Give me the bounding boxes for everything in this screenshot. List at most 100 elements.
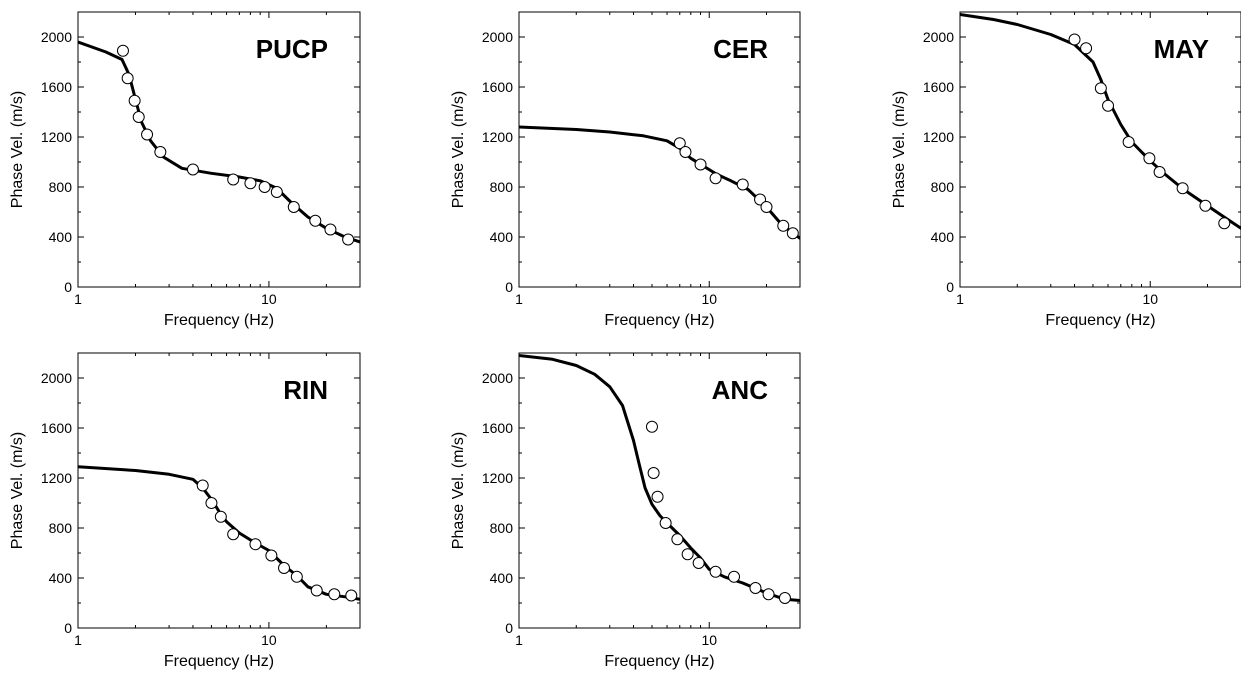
observed-point xyxy=(694,158,707,171)
observed-point xyxy=(214,510,227,523)
y-tick-label: 400 xyxy=(490,570,514,586)
x-axis-title: Frequency (Hz) xyxy=(164,653,274,670)
observed-point xyxy=(1094,82,1107,95)
x-tick-label: 1 xyxy=(74,291,82,307)
x-axis-title: Frequency (Hz) xyxy=(1045,312,1155,329)
observed-point xyxy=(728,570,741,583)
plot-frame xyxy=(518,11,801,288)
chart-panel-rin: 0 400 800 1200 1600 2000 1 10 Frequency (Hz) Phas… xyxy=(9,352,361,670)
panel-title: RIN xyxy=(283,375,328,405)
observed-point xyxy=(777,219,790,232)
x-tick-label: 10 xyxy=(261,632,277,648)
panel-title: PUCP xyxy=(256,34,328,64)
observed-point xyxy=(1176,182,1189,195)
observed-point xyxy=(258,181,271,193)
y-tick-label: 1200 xyxy=(923,129,954,145)
panel-title: MAY xyxy=(1154,34,1209,64)
observed-point xyxy=(1068,33,1081,46)
observed-point xyxy=(1122,136,1135,148)
observed-point xyxy=(342,233,355,246)
y-tick-label: 2000 xyxy=(41,370,72,386)
x-axis-title: Frequency (Hz) xyxy=(604,653,714,670)
observed-point xyxy=(310,584,323,597)
y-tick-label: 0 xyxy=(64,620,72,636)
observed-point xyxy=(249,538,262,551)
observed-point xyxy=(227,173,240,186)
observed-point xyxy=(647,467,660,479)
chart-panel-pucp: 0 400 800 1200 1600 2000 1 10 Frequency (Hz) Phas… xyxy=(9,11,361,329)
y-tick-label: 1600 xyxy=(41,420,72,436)
x-tick-label: 10 xyxy=(1142,291,1158,307)
observed-point xyxy=(681,548,694,561)
observed-point xyxy=(786,227,799,240)
observed-point xyxy=(128,94,141,107)
y-tick-label: 1200 xyxy=(482,470,513,486)
y-tick-label: 1200 xyxy=(482,129,513,145)
observed-point xyxy=(692,557,705,569)
observed-point xyxy=(659,517,672,529)
y-tick-label: 2000 xyxy=(923,29,954,45)
observed-point xyxy=(749,582,762,594)
observed-point xyxy=(673,137,686,150)
x-axis-title: Frequency (Hz) xyxy=(164,312,274,329)
x-tick-label: 10 xyxy=(701,632,717,648)
observed-point xyxy=(278,562,291,574)
observed-point xyxy=(290,570,303,583)
x-tick-label: 1 xyxy=(74,632,82,648)
observed-point xyxy=(645,420,658,433)
y-axis-title: Phase Vel. (m/s) xyxy=(9,432,26,549)
y-tick-label: 400 xyxy=(490,229,514,245)
observed-point xyxy=(244,177,257,190)
x-tick-label: 1 xyxy=(515,291,523,307)
y-tick-label: 2000 xyxy=(482,370,513,386)
x-tick-label: 1 xyxy=(515,632,523,648)
observed-point xyxy=(121,72,134,85)
x-tick-label: 10 xyxy=(701,291,717,307)
observed-point xyxy=(324,223,337,236)
y-tick-label: 0 xyxy=(505,620,513,636)
y-tick-label: 1200 xyxy=(41,129,72,145)
observed-point xyxy=(196,479,209,492)
y-tick-label: 800 xyxy=(49,520,73,536)
observed-point xyxy=(778,592,791,604)
observed-point xyxy=(709,565,722,578)
model-curve xyxy=(519,125,800,240)
observed-point xyxy=(754,193,767,206)
observed-point xyxy=(1153,166,1166,178)
y-tick-label: 0 xyxy=(64,279,72,295)
chart-panel-anc: 0 400 800 1200 1600 2000 1 10 Frequency (Hz) Phas… xyxy=(450,352,801,670)
observed-point xyxy=(1080,42,1093,55)
chart-panel-cer: 0 400 800 1200 1600 2000 1 10 Frequency (Hz) Phas… xyxy=(450,11,801,329)
observed-point xyxy=(679,146,692,158)
y-tick-label: 1600 xyxy=(482,420,513,436)
observed-point xyxy=(116,44,129,57)
panel-title: ANC xyxy=(712,375,769,405)
y-axis-title: Phase Vel. (m/s) xyxy=(891,91,908,208)
y-tick-label: 800 xyxy=(931,179,955,195)
y-tick-label: 0 xyxy=(946,279,954,295)
observed-point xyxy=(186,163,199,176)
observed-point xyxy=(132,111,145,123)
model-curve xyxy=(78,40,360,244)
y-axis-title: Phase Vel. (m/s) xyxy=(9,91,26,208)
observed-point xyxy=(651,490,664,503)
observed-point xyxy=(227,528,240,541)
observed-point xyxy=(265,549,278,562)
y-tick-label: 1600 xyxy=(482,79,513,95)
y-tick-label: 400 xyxy=(49,570,73,586)
observed-point xyxy=(287,201,300,213)
observed-point xyxy=(736,178,749,191)
y-tick-label: 1600 xyxy=(41,79,72,95)
observed-point xyxy=(1199,199,1212,212)
y-tick-label: 1200 xyxy=(41,470,72,486)
observed-point xyxy=(762,588,775,601)
observed-point xyxy=(205,497,218,509)
chart-panel-may: 0 400 800 1200 1600 2000 1 10 Frequency (Hz) Phas… xyxy=(891,11,1241,329)
observed-point xyxy=(760,201,773,213)
plot-frame xyxy=(77,11,361,288)
observed-point xyxy=(709,172,722,185)
y-tick-label: 800 xyxy=(49,179,73,195)
y-axis-title: Phase Vel. (m/s) xyxy=(450,91,467,208)
observed-point xyxy=(309,214,322,227)
plot-frame xyxy=(959,11,1241,288)
